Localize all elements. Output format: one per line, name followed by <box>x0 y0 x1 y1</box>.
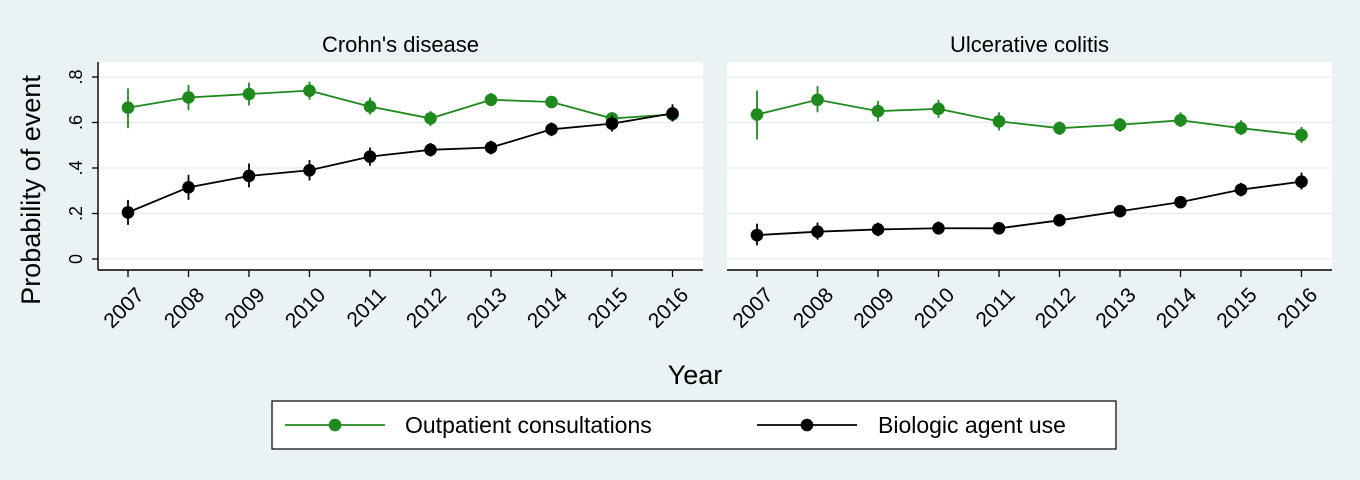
x-tick-label: 2007 <box>728 283 777 332</box>
series-line <box>127 89 673 120</box>
data-point <box>1234 121 1248 135</box>
data-point <box>871 223 885 236</box>
data-point <box>1234 183 1248 196</box>
x-tick-label: 2011 <box>343 283 391 331</box>
data-point <box>363 150 377 163</box>
x-tick-label: 2009 <box>220 283 269 332</box>
x-axis-title: Year <box>668 360 723 390</box>
x-tick-label: 2013 <box>462 283 511 332</box>
legend-label: Biologic agent use <box>878 412 1066 438</box>
data-point <box>1053 121 1066 135</box>
x-tick-label: 2011 <box>972 283 1020 331</box>
data-point <box>811 93 824 107</box>
data-point <box>1053 214 1066 227</box>
data-point <box>424 112 437 125</box>
x-tick-label: 2014 <box>523 283 573 333</box>
data-point <box>484 141 498 154</box>
legend-marker <box>800 418 814 432</box>
y-tick-label: .8 <box>66 69 86 84</box>
data-point <box>484 93 498 107</box>
series-biologic-agent-use <box>750 172 1308 246</box>
data-point <box>1295 175 1308 188</box>
panel-title: Ulcerative colitis <box>950 32 1109 57</box>
data-point <box>1174 195 1187 209</box>
data-point <box>182 181 195 194</box>
data-point <box>1113 118 1127 132</box>
series-line <box>756 98 1302 136</box>
data-point <box>1295 128 1308 142</box>
data-point <box>242 87 256 101</box>
x-tick-label: 2013 <box>1091 283 1140 332</box>
data-point <box>992 221 1006 235</box>
data-point <box>545 95 558 109</box>
data-point <box>121 101 135 115</box>
data-point <box>242 169 256 183</box>
data-point <box>303 84 316 97</box>
x-tick-label: 2012 <box>402 283 451 332</box>
legend-marker <box>328 418 342 432</box>
panel-title: Crohn's disease <box>322 32 479 57</box>
data-point <box>303 163 316 177</box>
x-tick-label: 2015 <box>1212 283 1261 332</box>
y-tick-label: .2 <box>66 206 86 221</box>
x-tick-label: 2008 <box>160 283 209 332</box>
series-outpatient-consultations <box>750 86 1308 143</box>
data-point <box>1113 204 1127 218</box>
data-point <box>605 117 619 130</box>
data-point <box>121 206 135 219</box>
data-point <box>424 143 437 157</box>
x-tick-label: 2009 <box>849 283 898 332</box>
data-point <box>1174 113 1187 127</box>
data-point <box>666 107 679 120</box>
x-tick-label: 2015 <box>583 283 632 332</box>
x-tick-label: 2010 <box>910 283 959 332</box>
legend-label: Outpatient consultations <box>405 412 652 438</box>
series-biologic-agent-use <box>121 104 679 225</box>
data-point <box>811 225 824 238</box>
legend-item: Biologic agent use <box>757 412 1066 438</box>
x-tick-label: 2008 <box>789 283 838 332</box>
legend: Outpatient consultations Biologic agent u… <box>271 400 1117 450</box>
data-point <box>182 91 195 104</box>
data-point <box>932 102 945 116</box>
data-point <box>545 123 558 136</box>
x-tick-label: 2010 <box>281 283 330 332</box>
y-tick-label: .4 <box>66 160 86 175</box>
plot-area <box>727 62 1332 270</box>
panel-crohns-disease: 0 .2 .4 .6 .8 Crohn's disease 2007 2008 2009 2010… <box>66 32 703 333</box>
data-point <box>750 228 764 242</box>
y-tick-label: 0 <box>66 254 86 264</box>
data-point <box>992 115 1006 128</box>
x-tick-label: 2014 <box>1152 283 1202 333</box>
x-tick-label: 2016 <box>644 283 693 332</box>
y-tick-label: .6 <box>66 115 86 130</box>
series-line <box>127 112 673 214</box>
legend-box <box>271 400 1117 450</box>
y-axis-title: Probability of event <box>16 75 46 305</box>
x-tick-label: 2016 <box>1273 283 1322 332</box>
data-point <box>871 104 885 118</box>
data-point <box>932 221 945 235</box>
x-tick-label: 2007 <box>99 283 148 332</box>
series-line <box>756 180 1302 237</box>
legend-item: Outpatient consultations <box>285 412 652 438</box>
data-point <box>363 100 377 113</box>
data-point <box>750 108 764 121</box>
x-tick-label: 2012 <box>1031 283 1080 332</box>
